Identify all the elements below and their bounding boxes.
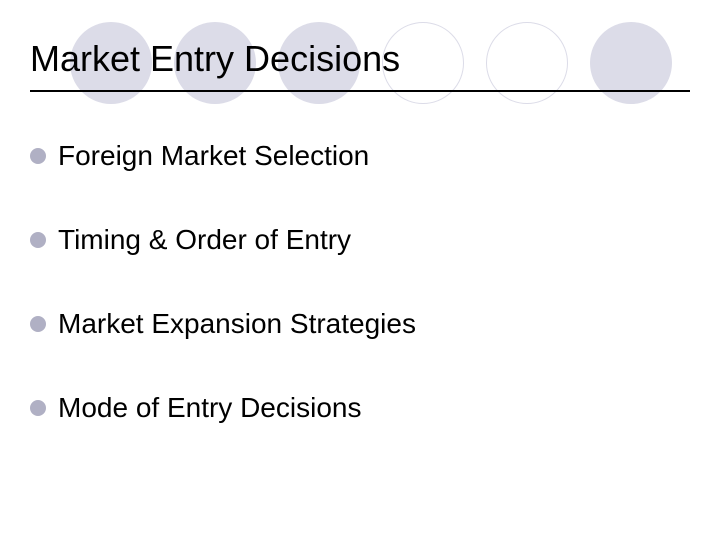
bullet-icon <box>30 148 46 164</box>
bullet-icon <box>30 316 46 332</box>
bullet-icon <box>30 232 46 248</box>
bullet-icon <box>30 400 46 416</box>
title-underline <box>30 90 690 92</box>
list-item: Market Expansion Strategies <box>30 308 690 340</box>
list-item-label: Market Expansion Strategies <box>58 308 416 340</box>
slide-title: Market Entry Decisions <box>30 38 400 80</box>
list-item: Timing & Order of Entry <box>30 224 690 256</box>
list-item: Mode of Entry Decisions <box>30 392 690 424</box>
list-item-label: Timing & Order of Entry <box>58 224 351 256</box>
list-item: Foreign Market Selection <box>30 140 690 172</box>
slide-content: Foreign Market Selection Timing & Order … <box>30 140 690 476</box>
list-item-label: Mode of Entry Decisions <box>58 392 361 424</box>
list-item-label: Foreign Market Selection <box>58 140 369 172</box>
